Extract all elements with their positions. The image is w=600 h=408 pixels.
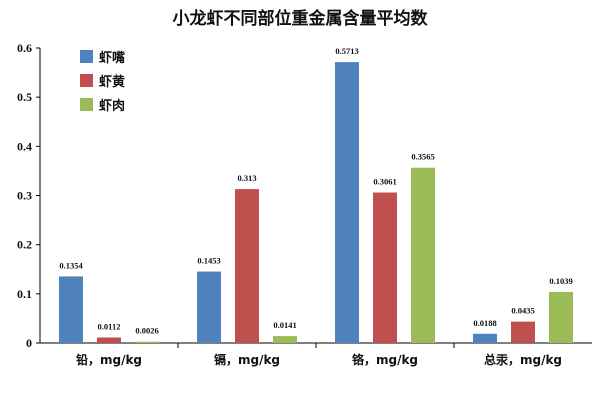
legend-label: 虾肉 (99, 98, 125, 114)
bar (335, 62, 359, 343)
data-label: 0.1354 (59, 260, 83, 270)
x-category-label: 铅，mg/kg (75, 352, 142, 367)
y-tick-label: 0.4 (17, 139, 32, 153)
legend-swatch (80, 98, 93, 111)
bar (197, 271, 221, 343)
y-tick-label: 0.1 (17, 287, 32, 301)
bar (511, 321, 535, 343)
data-label: 0.1453 (197, 256, 220, 266)
bars: 0.1354 0.0112 0.0026 0.1453 0.313 0.0141 0.571… (59, 46, 573, 343)
data-label: 0.0026 (135, 326, 158, 336)
x-category-label: 铬，mg/kg (352, 352, 418, 367)
x-category-label: 总汞，mg/kg (484, 352, 562, 367)
bar (235, 189, 259, 343)
y-tick-label: 0.2 (17, 238, 32, 252)
y-tick-label: 0.3 (17, 189, 32, 203)
data-label: 0.3565 (411, 152, 434, 162)
data-label: 0.3061 (373, 177, 396, 187)
bar (135, 341, 159, 343)
legend-label: 虾黄 (99, 74, 125, 90)
data-label: 0.0435 (511, 306, 534, 316)
chart-title: 小龙虾不同部位重金属含量平均数 (173, 8, 429, 29)
data-label: 0.5713 (335, 46, 358, 56)
data-label: 0.313 (237, 173, 256, 183)
data-label: 0.1039 (549, 276, 572, 286)
x-category-label: 镉，mg/kg (214, 352, 280, 367)
bar (97, 337, 121, 343)
legend-label: 虾嘴 (99, 50, 125, 66)
legend-swatch (80, 74, 93, 87)
bar (273, 336, 297, 343)
bar (549, 291, 573, 343)
bar (373, 192, 397, 343)
bar (411, 167, 435, 343)
y-tick-label: 0.6 (17, 41, 32, 55)
legend-swatch (80, 50, 93, 63)
y-tick-label: 0 (26, 336, 32, 350)
bar (473, 333, 497, 343)
data-label: 0.0188 (473, 318, 496, 328)
axes: 0 0.1 0.2 0.3 0.4 0.5 0.6 铅，mg/kg 镉，mg/kg 铬，mg/kg… (17, 41, 592, 367)
y-tick-label: 0.5 (17, 90, 32, 104)
bar (59, 276, 83, 343)
data-label: 0.0141 (273, 320, 296, 330)
data-label: 0.0112 (98, 321, 121, 331)
